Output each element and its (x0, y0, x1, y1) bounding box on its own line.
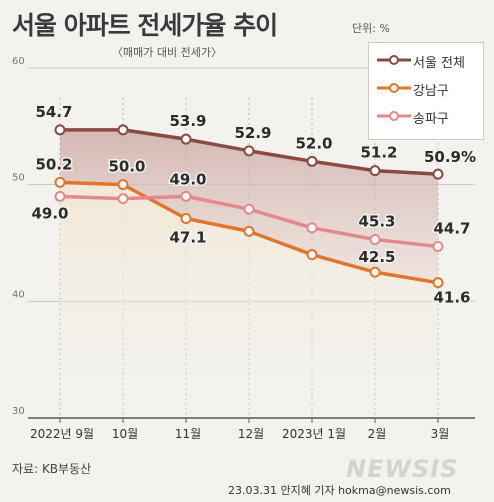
data-point-0-6 (432, 168, 444, 180)
data-label-0-4: 52.0 (295, 134, 332, 152)
data-point-1-3 (243, 225, 255, 237)
chart-subtitle: 〈매매가 대비 전세가〉 (112, 46, 222, 59)
x-tick-label: 3월 (431, 427, 450, 441)
data-labels: 54.7 53.9 52.9 52.0 51.2 50.9% 50.2 50.0 47.1 42.… (30, 101, 478, 308)
x-tick-label: 2022년 9월 (30, 427, 94, 441)
data-point-1-6 (432, 277, 444, 289)
y-tick-label: 60 (12, 56, 25, 67)
data-label-2-2: 49.0 (169, 170, 206, 188)
data-point-1-5 (369, 266, 381, 278)
x-tick-label: 11월 (175, 427, 201, 441)
data-point-1-1 (117, 179, 129, 191)
x-tick-label: 2023년 1월 (282, 427, 346, 441)
data-label-2-5: 45.3 (358, 213, 395, 231)
x-tick-label: 12월 (238, 427, 264, 441)
source-note: 자료: KB부동산 (12, 462, 92, 476)
byline: 23.03.31 안지혜 기자 hokma@newsis.com (228, 484, 451, 497)
data-label-0-5: 51.2 (360, 144, 397, 162)
data-point-2-2 (180, 190, 192, 202)
y-tick-label: 50 (12, 173, 25, 184)
data-point-2-4 (306, 222, 318, 234)
unit-label: 단위: % (352, 22, 390, 35)
data-point-0-4 (306, 155, 318, 167)
data-label-1-2: 47.1 (169, 229, 206, 247)
legend-item-songpa: 송파구 (369, 105, 483, 127)
legend-swatch-seoul (377, 55, 411, 65)
data-label-1-1: 50.0 (108, 158, 145, 176)
data-label-2-0: 49.0 (31, 204, 68, 222)
data-label-0-0: 54.7 (35, 103, 72, 121)
data-label-1-6: 41.6 (433, 289, 470, 307)
data-point-2-3 (243, 203, 255, 215)
x-tick-label: 2월 (368, 427, 387, 441)
legend-label-seoul: 서울 전체 (413, 56, 465, 71)
series-points (54, 124, 444, 289)
data-point-2-6 (432, 241, 444, 252)
data-label-0-3: 52.9 (234, 124, 271, 142)
legend-item-gangnam: 강남구 (369, 77, 483, 99)
legend-label-songpa: 송파구 (413, 112, 449, 127)
y-tick-label: 30 (12, 406, 25, 417)
data-point-1-2 (180, 213, 192, 224)
data-point-0-3 (243, 145, 255, 157)
legend-label-gangnam: 강남구 (413, 84, 449, 99)
legend-swatch-gangnam (377, 83, 411, 93)
data-label-1-0: 50.2 (35, 155, 72, 173)
data-point-0-2 (180, 133, 192, 145)
legend-swatch-songpa (377, 111, 411, 121)
data-point-0-0 (54, 124, 66, 136)
data-label-0-6: 50.9% (424, 148, 476, 166)
data-point-0-5 (369, 165, 381, 177)
y-tick-label: 40 (12, 289, 25, 300)
legend: 서울 전체 강남구 송파구 (368, 42, 484, 140)
axis-layer: 30 40 50 60 2022년 9월 10월 11월 12월 2023년 1월 2월 3월 (12, 56, 475, 441)
data-point-1-4 (306, 249, 318, 261)
data-label-1-5: 42.5 (358, 248, 395, 266)
legend-item-seoul: 서울 전체 (369, 49, 483, 71)
data-point-2-0 (54, 190, 66, 202)
newsis-logo: NEWSIS (346, 455, 459, 483)
area-fill-lower (60, 182, 438, 418)
data-point-1-0 (54, 176, 66, 188)
data-label-0-2: 53.9 (169, 112, 206, 130)
data-point-2-5 (369, 234, 381, 245)
data-label-2-6: 44.7 (433, 220, 470, 238)
data-point-2-1 (117, 193, 129, 205)
x-tick-label: 10월 (112, 427, 138, 441)
data-point-0-1 (117, 124, 129, 136)
chart-title: 서울 아파트 전세가율 추이 (12, 11, 278, 40)
